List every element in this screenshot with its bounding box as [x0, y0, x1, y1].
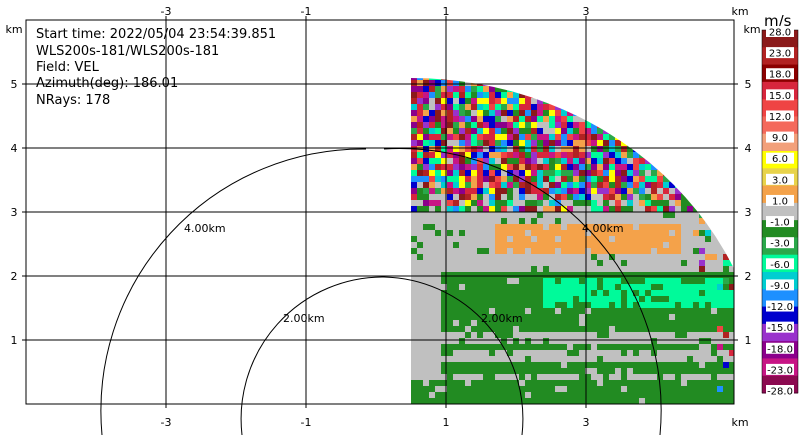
y-tick-label-right: 1: [745, 334, 752, 347]
colorbar-label-bg: [766, 26, 794, 37]
y-tick-label-left: 5: [11, 78, 18, 91]
colorbar-label-bg: [766, 363, 794, 375]
colorbar-label-bg: [766, 110, 794, 122]
ring-2km-left: [240, 276, 385, 435]
colorbar-label: -18.0: [767, 344, 793, 355]
colorbar-label: -15.0: [767, 323, 793, 334]
colorbar-label: 1.0: [772, 196, 788, 207]
colorbar-label-bg: [766, 152, 794, 164]
colorbar-label: -3.0: [770, 239, 790, 250]
y-tick-label-right: 3: [745, 206, 752, 219]
colorbar-label-bg: [766, 47, 794, 59]
radar-name-text: WLS200s-181/WLS200s-181: [36, 44, 219, 59]
x-tick-label-bottom: 3: [583, 416, 590, 429]
ring-label-4km: 4.00km: [184, 222, 226, 235]
colorbar-unit: m/s: [764, 12, 792, 30]
x-unit-top: km: [731, 5, 748, 18]
colorbar-label-bg: [766, 89, 794, 101]
ring-label-2km: 2.00km: [283, 312, 325, 325]
colorbar-label: -1.0: [770, 218, 790, 229]
colorbar-label-bg: [766, 131, 794, 143]
axis-ticks: -3 -3 -1 -1 1 1 3 3 1 1 2 2 3 3 4 4 5 5 km km km km: [5, 5, 760, 429]
colorbar-label: -6.0: [770, 260, 790, 271]
colorbar-label-bg: [766, 258, 794, 270]
start-time-text: Start time: 2022/05/04 23:54:39.851: [36, 27, 276, 42]
colorbar-label: 3.0: [772, 175, 788, 186]
azimuth-text: Azimuth(deg): 186.01: [36, 76, 178, 91]
colorbar-label-bg: [766, 237, 794, 249]
y-unit-right: km: [743, 23, 760, 36]
velocity-sector: [411, 78, 734, 404]
y-tick-label-right: 4: [745, 142, 752, 155]
colorbar-label: -9.0: [770, 281, 790, 292]
ring-4km-right: [383, 148, 662, 435]
colorbar-label: 28.0: [769, 28, 791, 39]
y-tick-label-right: 5: [745, 78, 752, 91]
colorbar-label-bg: [766, 385, 794, 396]
info-panel: Start time: 2022/05/04 23:54:39.851 WLS2…: [36, 27, 276, 108]
y-unit-left: km: [5, 23, 22, 36]
colorbar-label: 6.0: [772, 154, 788, 165]
x-tick-label-top: -3: [161, 5, 172, 18]
colorbar: m/s 28.0 23.0 18.0 15.0 12.0 9.0 6.0 3.0 1.0 -1.0…: [761, 12, 799, 398]
sector-cells: [411, 78, 734, 404]
grid-lines: [26, 20, 734, 404]
colorbar-label: 9.0: [772, 133, 788, 144]
colorbar-label: 12.0: [769, 112, 791, 123]
y-tick-label-left: 3: [11, 206, 18, 219]
range-rings: 4.00km 2.00km 2.00km 4.00km: [100, 148, 662, 435]
ring-4km-left: [100, 148, 367, 435]
x-tick-label-top: -1: [301, 5, 312, 18]
x-tick-label-bottom: -3: [161, 416, 172, 429]
colorbar-label: 23.0: [769, 49, 791, 60]
y-tick-label-left: 1: [11, 334, 18, 347]
colorbar-label-bg: [766, 68, 794, 80]
x-tick-label-bottom: 1: [443, 416, 450, 429]
x-tick-label-bottom: -1: [301, 416, 312, 429]
y-tick-label-left: 2: [11, 270, 18, 283]
ring-label-4km-right: 4.00km: [582, 222, 624, 235]
colorbar-label-bg: [766, 279, 794, 291]
x-unit-bottom: km: [731, 416, 748, 429]
colorbar-label: -28.0: [767, 387, 793, 398]
colorbar-label-bg: [766, 216, 794, 228]
y-tick-label-left: 4: [11, 142, 18, 155]
y-tick-label-right: 2: [745, 270, 752, 283]
colorbar-label-bg: [766, 342, 794, 354]
colorbar-label-bg: [766, 173, 794, 185]
colorbar-label: -12.0: [767, 302, 793, 313]
ring-label-2km-right: 2.00km: [481, 312, 523, 325]
colorbar-label-bg: [766, 300, 794, 312]
colorbar-label: -23.0: [767, 365, 793, 376]
colorbar-label-bg: [766, 194, 794, 206]
colorbar-label: 15.0: [769, 91, 791, 102]
colorbar-label-bg: [766, 321, 794, 333]
ring-2km-right: [383, 276, 524, 435]
x-tick-label-top: 3: [583, 5, 590, 18]
colorbar-label: 18.0: [769, 70, 791, 81]
x-tick-label-top: 1: [443, 5, 450, 18]
field-text: Field: VEL: [36, 60, 100, 75]
nrays-text: NRays: 178: [36, 93, 110, 108]
